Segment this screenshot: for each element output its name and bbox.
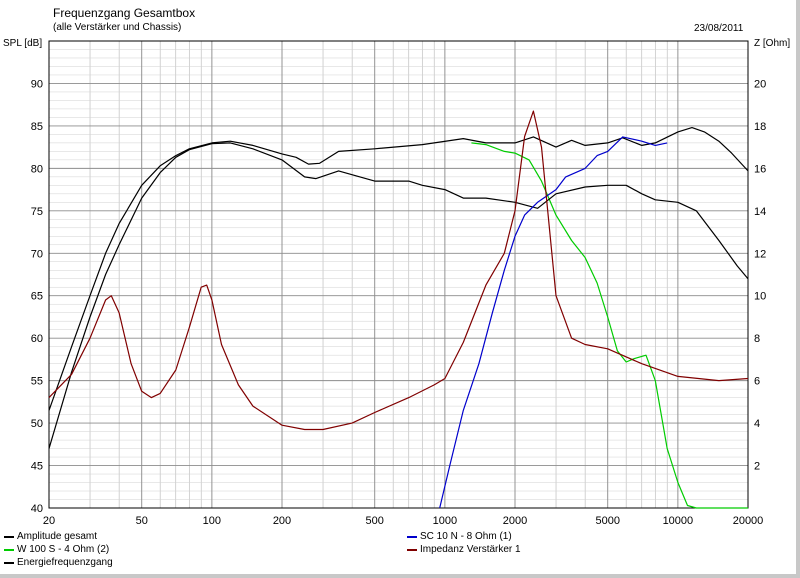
legend-label-amplitude: Amplitude gesamt (17, 531, 98, 542)
legend-item-amplitude-gesamt: Amplitude gesamt (4, 531, 97, 542)
y2-tick-label: 2 (754, 461, 760, 473)
chart-date: 23/08/2011 (694, 23, 744, 34)
y2-tick-label: 18 (754, 121, 766, 133)
chart-title: Frequenzgang Gesamtbox (53, 6, 196, 20)
x-tick-label: 20 (43, 515, 55, 527)
x-tick-label: 1000 (433, 515, 457, 527)
y-tick-label: 50 (31, 418, 43, 430)
y-tick-label: 45 (31, 461, 43, 473)
plot-border (48, 40, 749, 509)
x-tick-label: 100 (203, 515, 221, 527)
legend-item-impedanz: Impedanz Verstärker 1 (407, 544, 521, 555)
plot-area (49, 41, 748, 508)
y-tick-label: 75 (31, 206, 43, 218)
y2-tick-label: 6 (754, 376, 760, 388)
chart-subtitle: (alle Verstärker und Chassis) (53, 22, 182, 33)
y2-tick-label: 12 (754, 248, 766, 260)
y-tick-label: 40 (31, 503, 43, 515)
legend-item-sc10n: SC 10 N - 8 Ohm (1) (407, 531, 512, 542)
y-axis-label: SPL [dB] (3, 38, 43, 49)
y2-tick-label: 20 (754, 78, 766, 90)
y-tick-label: 55 (31, 376, 43, 388)
y2-axis-label: Z [Ohm] (754, 38, 791, 49)
x-tick-label: 500 (366, 515, 384, 527)
series-line-4 (48, 110, 749, 431)
legend-label-w100s: W 100 S - 4 Ohm (2) (17, 544, 110, 555)
y-tick-label: 60 (31, 333, 43, 345)
legend-swatch-impedanz (407, 548, 417, 551)
legend-swatch-energie (4, 561, 14, 564)
legend-label-sc10n: SC 10 N - 8 Ohm (1) (420, 531, 512, 542)
x-tick-label: 10000 (663, 515, 694, 527)
x-tick-label: 2000 (503, 515, 527, 527)
legend-label-impedanz: Impedanz Verstärker 1 (420, 544, 521, 555)
legend-item-w100s: W 100 S - 4 Ohm (2) (4, 544, 109, 555)
y-tick-label: 65 (31, 291, 43, 303)
x-tick-label: 5000 (595, 515, 619, 527)
series-line-1 (471, 142, 748, 509)
y2-tick-label: 8 (754, 333, 760, 345)
series-line-2 (48, 142, 749, 449)
y2-tick-label: 4 (754, 418, 760, 430)
y2-tick-label: 14 (754, 206, 766, 218)
x-tick-label: 200 (273, 515, 291, 527)
legend-label-energie: Energiefrequenzgang (17, 557, 113, 568)
x-tick-label: 50 (136, 515, 148, 527)
y-tick-label: 70 (31, 248, 43, 260)
legend-swatch-amplitude (4, 535, 14, 538)
y-tick-label: 85 (31, 121, 43, 133)
legend-swatch-sc10n (407, 535, 417, 538)
y2-tick-label: 10 (754, 291, 766, 303)
series-line-0 (48, 127, 749, 411)
y-tick-label: 80 (31, 163, 43, 175)
x-tick-label: 20000 (733, 515, 764, 527)
y-tick-label: 90 (31, 78, 43, 90)
legend-item-energie: Energiefrequenzgang (4, 557, 113, 568)
y2-tick-label: 16 (754, 163, 766, 175)
legend-swatch-w100s (4, 548, 14, 551)
